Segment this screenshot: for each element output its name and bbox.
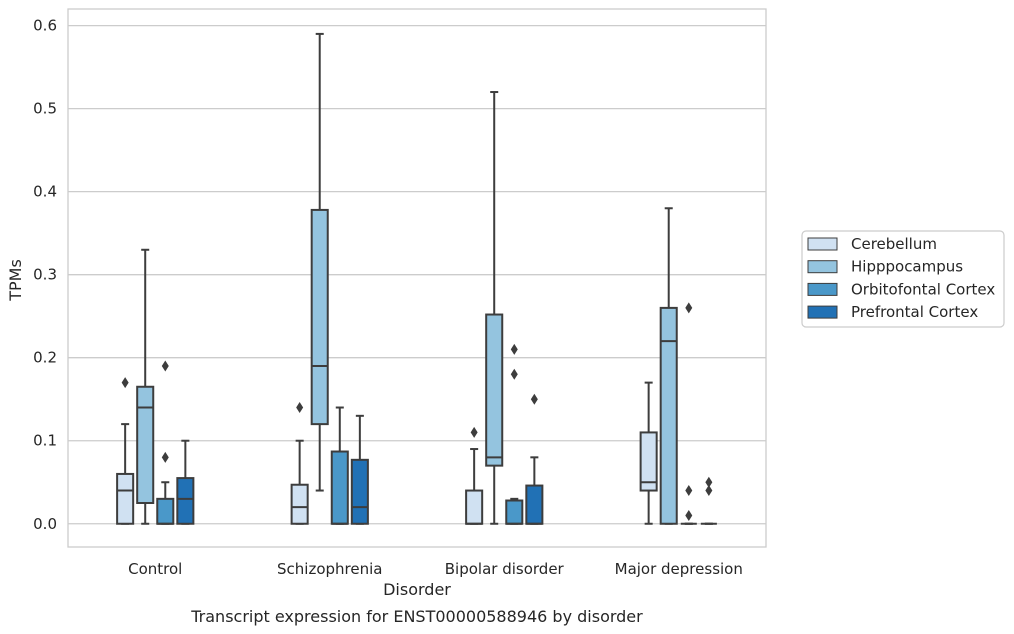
y-tick-label: 0.5: [33, 100, 57, 118]
legend-label: Orbitofontal Cortex: [851, 280, 995, 298]
y-axis-ticks: 0.0 0.1 0.2 0.3 0.4 0.5 0.6: [33, 17, 57, 533]
box-hipppocampus: [659, 207, 678, 525]
legend-swatch: [807, 260, 838, 274]
x-axis-ticks: Control Schizophrenia Bipolar disorder Majo…: [128, 560, 743, 578]
box-orbitofontal-cortex: [330, 406, 349, 525]
figure-caption: Transcript expression for ENST0000058894…: [190, 607, 643, 626]
y-tick-label: 0.0: [33, 515, 57, 533]
box-orbitofontal-cortex: [505, 343, 524, 525]
iqr-box: [330, 450, 349, 525]
outlier-point: [470, 426, 478, 438]
legend: Cerebellum Hipppocampus Orbitofontal Corte…: [801, 230, 1005, 328]
box-orbitofontal-cortex: [156, 360, 175, 525]
x-tick-label: Bipolar disorder: [445, 560, 565, 578]
y-tick-label: 0.1: [33, 432, 57, 450]
box-hipppocampus: [485, 91, 504, 525]
y-tick-label: 0.4: [33, 183, 57, 201]
iqr-box: [525, 484, 544, 525]
iqr-box: [350, 458, 369, 525]
outlier-point: [161, 360, 169, 372]
iqr-box: [156, 497, 175, 525]
box-prefrontal-cortex: [176, 439, 195, 525]
x-axis-label: Disorder: [383, 580, 451, 599]
box-series: [116, 32, 717, 525]
iqr-box: [116, 472, 135, 525]
iqr-box: [465, 489, 484, 525]
box-prefrontal-cortex: [700, 476, 717, 525]
box-cerebellum: [639, 381, 658, 525]
box-hipppocampus: [136, 248, 155, 525]
iqr-box: [310, 208, 329, 426]
outlier-point: [121, 377, 129, 389]
box-orbitofontal-cortex: [680, 302, 697, 525]
legend-label: Prefrontal Cortex: [851, 303, 978, 321]
outlier-point: [510, 368, 518, 380]
iqr-box: [136, 385, 155, 504]
box-cerebellum: [465, 426, 484, 525]
iqr-box: [485, 313, 504, 467]
iqr-box: [290, 483, 309, 525]
x-tick-label: Major depression: [615, 560, 743, 578]
y-tick-label: 0.3: [33, 266, 57, 284]
outlier-point: [685, 485, 693, 497]
box-hipppocampus: [310, 32, 329, 492]
y-tick-label: 0.2: [33, 349, 57, 367]
legend-swatch: [807, 305, 838, 319]
box-cerebellum: [290, 402, 309, 525]
outlier-point: [705, 476, 713, 488]
outlier-point: [685, 509, 693, 521]
legend-label: Cerebellum: [851, 235, 937, 253]
y-axis-label: TPMs: [6, 259, 25, 302]
legend-swatch: [807, 282, 838, 296]
outlier-point: [685, 302, 693, 314]
outlier-point: [705, 485, 713, 497]
iqr-box: [176, 477, 195, 525]
iqr-box: [639, 431, 658, 492]
legend-label: Hipppocampus: [851, 258, 963, 276]
y-tick-label: 0.6: [33, 17, 57, 35]
box-cerebellum: [116, 377, 135, 525]
outlier-point: [296, 402, 304, 414]
box-prefrontal-cortex: [525, 393, 544, 525]
iqr-box: [659, 306, 678, 525]
legend-swatch: [807, 237, 838, 251]
legend-frame: [801, 230, 1005, 328]
x-tick-label: Schizophrenia: [277, 560, 382, 578]
outlier-point: [161, 451, 169, 463]
iqr-box: [505, 499, 524, 525]
outlier-point: [530, 393, 538, 405]
x-tick-label: Control: [128, 560, 182, 578]
outlier-point: [510, 343, 518, 355]
box-prefrontal-cortex: [350, 414, 369, 525]
plot-frame: [67, 8, 767, 548]
